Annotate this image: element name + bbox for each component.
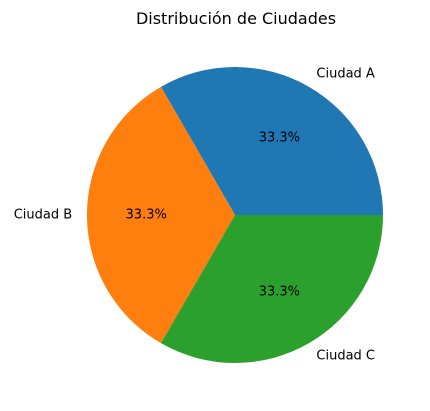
slice-label-1: Ciudad A — [316, 67, 375, 82]
pie-slices — [87, 66, 383, 363]
slice-percent-2: 33.3% — [126, 208, 167, 223]
pie-slice-3 — [161, 215, 383, 363]
chart-title: Distribución de Ciudades — [136, 9, 336, 28]
slice-percent-1: 33.3% — [259, 131, 300, 146]
slice-percent-3: 33.3% — [259, 284, 300, 299]
slice-label-3: Ciudad C — [316, 348, 375, 363]
slice-label-2: Ciudad B — [14, 208, 72, 223]
pie-slice-1 — [161, 66, 383, 215]
pie-labels: Ciudad A 33.3% Ciudad B 33.3% Ciudad C 33.3% — [14, 67, 375, 364]
